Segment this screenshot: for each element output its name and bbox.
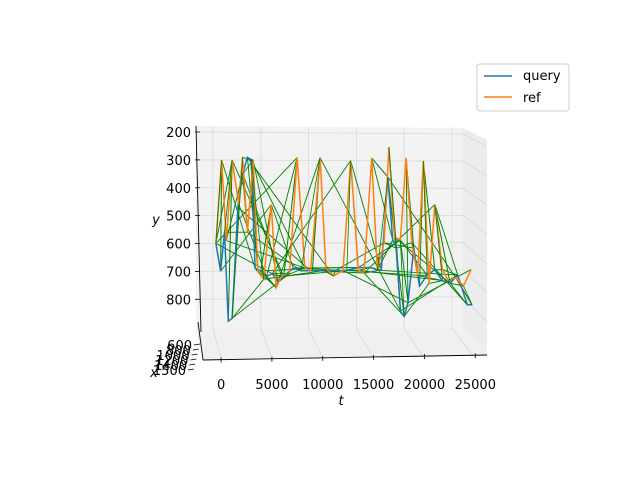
y-tick-label: 600 (166, 238, 191, 253)
axes-pane (196, 126, 487, 360)
x-tick-mark (192, 354, 198, 355)
x-tick-mark (190, 359, 196, 360)
y-axis-label: y (151, 213, 160, 228)
floor-pane (196, 327, 487, 360)
t-tick-label: 15000 (353, 378, 394, 393)
y-tick-label: 400 (166, 182, 191, 197)
y-tick-label: 800 (166, 293, 191, 308)
x-tick-mark (188, 369, 194, 370)
t-tick-label: 20000 (404, 378, 445, 393)
y-tick-label: 200 (166, 126, 191, 141)
t-tick-label: 5000 (255, 378, 288, 393)
x-tick-mark (193, 349, 199, 350)
y-tick-label: 700 (166, 265, 191, 280)
x-axis-label: x (149, 366, 158, 381)
y-tick-label: 300 (166, 154, 191, 169)
legend: query ref (477, 64, 569, 111)
y-tick-label: 500 (166, 210, 191, 225)
t-axis-label: t (338, 394, 344, 409)
t-tick-label: 25000 (455, 378, 496, 393)
x-tick-mark (189, 364, 195, 365)
t-tick-label: 0 (217, 378, 225, 393)
side-wall (463, 128, 487, 355)
t-tick-label: 10000 (302, 378, 343, 393)
x-tick-label: 1500 (153, 364, 186, 379)
y-axis-ticks: 200 300 400 500 600 700 800 (166, 126, 200, 308)
back-wall (196, 126, 463, 330)
legend-entry-ref: ref (523, 91, 541, 106)
legend-entry-query: query (523, 69, 561, 84)
x-tick-mark (194, 344, 200, 345)
